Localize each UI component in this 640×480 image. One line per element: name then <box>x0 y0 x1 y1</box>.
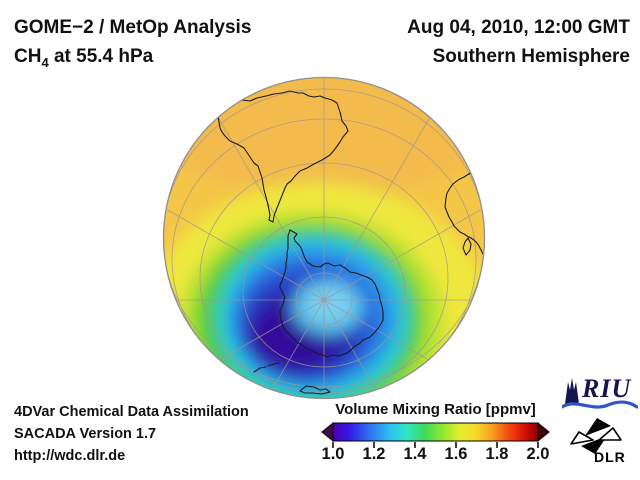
species-label: CH <box>14 46 42 67</box>
cathedral-icon <box>565 378 579 404</box>
ch4-field <box>163 77 485 399</box>
colorbar-title: Volume Mixing Ratio [ppmv] <box>335 401 536 418</box>
header-left: GOME−2 / MetOp Analysis CH4 at 55.4 hPa <box>14 13 251 77</box>
species-level-line: CH4 at 55.4 hPa <box>14 42 251 77</box>
riu-logo: RIU <box>560 374 639 414</box>
species-subscript: 4 <box>41 54 49 70</box>
footer-credits: 4DVar Chemical Data Assimilation SACADA … <box>14 401 249 467</box>
tick-label: 2.0 <box>526 445 550 463</box>
pressure-level-label: at 55.4 hPa <box>48 46 154 67</box>
tick-label: 1.6 <box>444 445 468 463</box>
coastline-south-america <box>217 90 349 223</box>
dlr-swallow-icon <box>570 418 622 454</box>
globe-rim <box>162 76 486 400</box>
version-label: SACADA Version 1.7 <box>14 426 157 442</box>
colorbar <box>321 421 550 448</box>
coastline-tasmania <box>299 385 331 395</box>
colorbar-tick-labels: 1.0 1.2 1.4 1.6 1.8 2.0 <box>313 445 558 464</box>
colorbar-left-arrow <box>321 421 334 443</box>
coastline-madagascar <box>462 237 472 256</box>
colorbar-right-arrow <box>537 421 550 443</box>
globe-svg <box>162 76 486 400</box>
assimilation-label: 4DVar Chemical Data Assimilation <box>14 404 249 420</box>
riu-logo-text: RIU <box>582 374 632 403</box>
tick-label: 1.8 <box>485 445 509 463</box>
coastline-antarctica <box>279 229 384 358</box>
tick-label: 1.4 <box>403 445 427 463</box>
url-label: http://wdc.dlr.de <box>14 448 126 464</box>
analysis-title: GOME−2 / MetOp Analysis <box>14 17 252 38</box>
riu-wave-icon <box>560 400 639 409</box>
coastline-africa <box>444 171 484 255</box>
datetime-label: Aug 04, 2010, 12:00 GMT <box>407 17 630 38</box>
riu-logo-graphics <box>560 378 639 409</box>
coastline-new-zealand <box>253 362 280 373</box>
header-right: Aug 04, 2010, 12:00 GMT Southern Hemisph… <box>407 13 630 71</box>
colorbar-gradient <box>332 422 539 442</box>
tick-label: 1.2 <box>362 445 386 463</box>
tick-label: 1.0 <box>321 445 345 463</box>
globe-map <box>162 76 486 400</box>
colorbar-tick-marks <box>332 442 539 448</box>
hemisphere-label: Southern Hemisphere <box>432 46 630 67</box>
dlr-logo-text: DLR <box>594 449 626 465</box>
dlr-logo: DLR <box>568 417 634 467</box>
